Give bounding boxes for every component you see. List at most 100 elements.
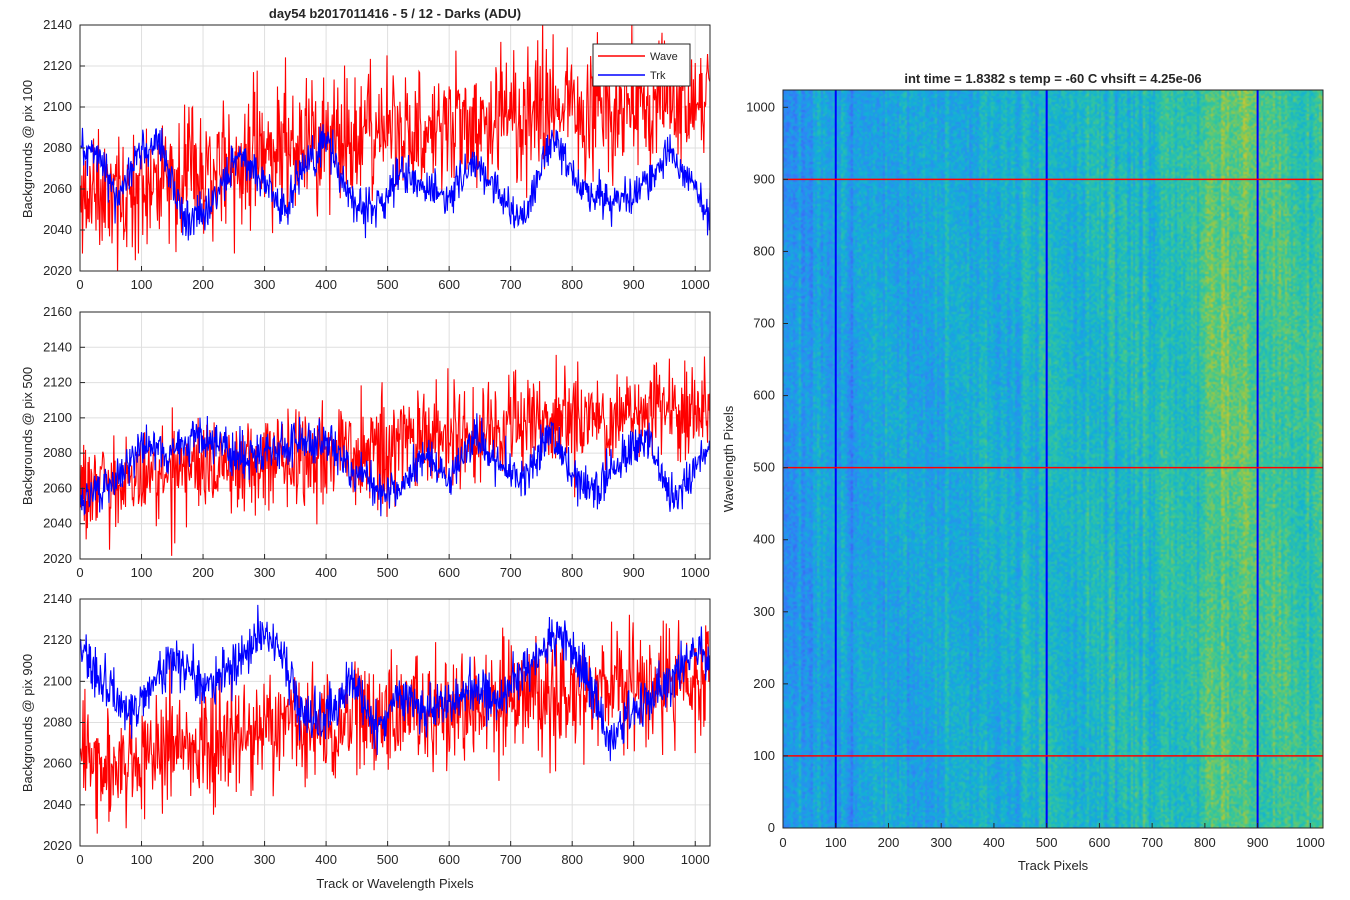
- heatmap-title: int time = 1.8382 s temp = -60 C vhsift …: [904, 71, 1201, 86]
- y-tick-label: 800: [753, 243, 775, 258]
- y-tick-label: 0: [768, 820, 775, 835]
- heatmap-plot: int time = 1.8382 s temp = -60 C vhsift …: [721, 71, 1325, 873]
- y-tick-label: 2100: [43, 673, 72, 688]
- x-tick-label: 600: [1089, 835, 1111, 850]
- y-tick-label: 2060: [43, 480, 72, 495]
- y-tick-label: 2100: [43, 99, 72, 114]
- y-tick-label: 2160: [43, 304, 72, 319]
- y-tick-label: 2080: [43, 140, 72, 155]
- y-tick-label: 2040: [43, 222, 72, 237]
- series-line-trk: [80, 604, 710, 762]
- x-tick-label: 500: [377, 565, 399, 580]
- y-tick-label: 2120: [43, 632, 72, 647]
- line-plot-pix-500: 2020 2040 2060 2080 2100 2120 2140 2160 0 100 200 3…: [20, 304, 711, 580]
- legend-label-trk: Trk: [650, 70, 666, 82]
- y-tick-label: 2060: [43, 181, 72, 196]
- x-axis-label: Track or Wavelength Pixels: [316, 876, 474, 891]
- y-tick-label: 100: [753, 748, 775, 763]
- x-tick-label: 200: [192, 277, 214, 292]
- x-tick-label: 600: [438, 277, 460, 292]
- x-tick-label: 1000: [681, 852, 710, 867]
- x-tick-label: 0: [76, 565, 83, 580]
- x-tick-label: 0: [76, 852, 83, 867]
- x-tick-label: 0: [76, 277, 83, 292]
- x-tick-label: 300: [930, 835, 952, 850]
- x-tick-label: 200: [192, 852, 214, 867]
- x-tick-label: 900: [623, 852, 645, 867]
- y-tick-label: 2020: [43, 838, 72, 853]
- x-tick-label: 900: [623, 565, 645, 580]
- y-tick-label: 1000: [746, 99, 775, 114]
- y-tick-label: 2100: [43, 410, 72, 425]
- x-tick-label: 0: [779, 835, 786, 850]
- x-tick-label: 500: [377, 852, 399, 867]
- x-tick-label: 1000: [681, 565, 710, 580]
- y-tick-label: 700: [753, 316, 775, 331]
- line-plot-pix-900: 2020 2040 2060 2080 2100 2120 2140 0 100 200 300 40…: [20, 591, 711, 891]
- x-tick-label: 300: [254, 277, 276, 292]
- y-tick-label: 2020: [43, 551, 72, 566]
- y-tick-label: 900: [753, 171, 775, 186]
- x-tick-label: 200: [192, 565, 214, 580]
- series-line-wave: [80, 354, 710, 556]
- y-axis-label: Backgrounds @ pix 100: [20, 80, 35, 218]
- x-axis-label: Track Pixels: [1018, 858, 1089, 873]
- x-tick-label: 700: [1141, 835, 1163, 850]
- y-tick-label: 2040: [43, 797, 72, 812]
- series-line-wave: [80, 614, 710, 834]
- heatmap-image: [783, 90, 1323, 828]
- x-tick-label: 800: [561, 565, 583, 580]
- x-tick-label: 500: [377, 277, 399, 292]
- legend-label-wave: Wave: [650, 51, 678, 63]
- x-tick-label: 100: [131, 565, 153, 580]
- y-axis-label: Backgrounds @ pix 900: [20, 654, 35, 792]
- y-tick-label: 2140: [43, 591, 72, 606]
- y-axis-label: Wavelength Pixels: [721, 405, 736, 512]
- y-tick-label: 400: [753, 532, 775, 547]
- x-tick-label: 1000: [681, 277, 710, 292]
- x-tick-label: 600: [438, 565, 460, 580]
- x-tick-label: 700: [500, 852, 522, 867]
- legend-box: [592, 43, 691, 87]
- legend[interactable]: Wave Trk: [592, 43, 691, 87]
- x-tick-label: 400: [983, 835, 1005, 850]
- y-tick-label: 2140: [43, 339, 72, 354]
- x-tick-label: 1000: [1296, 835, 1325, 850]
- y-tick-label: 2080: [43, 715, 72, 730]
- y-tick-label: 2040: [43, 516, 72, 531]
- x-tick-label: 400: [315, 852, 337, 867]
- figure-title: day54 b2017011416 - 5 / 12 - Darks (ADU): [269, 6, 521, 21]
- y-tick-label: 2020: [43, 263, 72, 278]
- y-axis-label: Backgrounds @ pix 500: [20, 367, 35, 505]
- x-tick-label: 900: [623, 277, 645, 292]
- x-tick-label: 600: [438, 852, 460, 867]
- x-tick-label: 300: [254, 565, 276, 580]
- x-tick-label: 700: [500, 277, 522, 292]
- y-tick-label: 300: [753, 604, 775, 619]
- x-tick-label: 200: [878, 835, 900, 850]
- y-tick-label: 2120: [43, 375, 72, 390]
- x-tick-label: 400: [315, 277, 337, 292]
- y-tick-label: 600: [753, 388, 775, 403]
- x-tick-label: 100: [131, 277, 153, 292]
- x-tick-label: 700: [500, 565, 522, 580]
- x-tick-label: 100: [825, 835, 847, 850]
- x-tick-label: 900: [1247, 835, 1269, 850]
- x-tick-label: 300: [254, 852, 276, 867]
- x-tick-label: 400: [315, 565, 337, 580]
- y-tick-label: 2120: [43, 58, 72, 73]
- x-tick-label: 800: [1194, 835, 1216, 850]
- series-line-trk: [80, 124, 710, 241]
- line-plot-pix-100: 2020 2040 2060 2080 2100 2120 2140 0 100 200 300 40…: [20, 6, 711, 292]
- x-tick-label: 100: [131, 852, 153, 867]
- y-tick-label: 500: [753, 460, 775, 475]
- axes-frame: [79, 311, 711, 560]
- y-tick-label: 200: [753, 676, 775, 691]
- x-tick-label: 500: [1036, 835, 1058, 850]
- x-tick-label: 800: [561, 852, 583, 867]
- axes-frame: [782, 89, 1324, 829]
- y-tick-label: 2080: [43, 445, 72, 460]
- series-line-trk: [80, 413, 710, 517]
- y-tick-label: 2140: [43, 17, 72, 32]
